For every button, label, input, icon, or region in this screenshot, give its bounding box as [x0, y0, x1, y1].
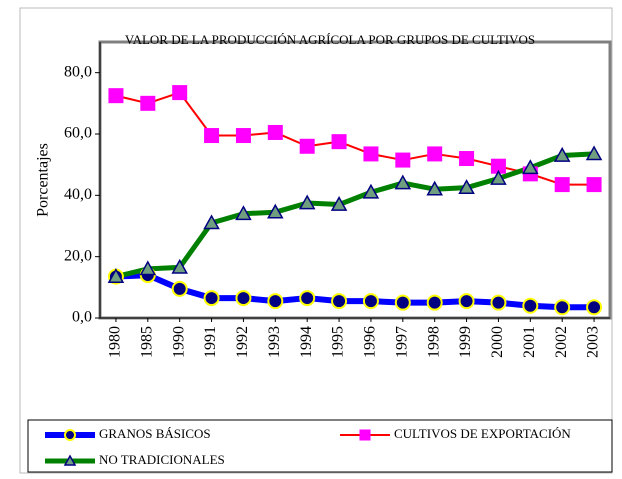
marker — [362, 183, 380, 199]
marker — [299, 138, 315, 154]
x-tick-label: 1998 — [425, 326, 442, 358]
marker — [267, 203, 284, 219]
marker — [298, 194, 316, 210]
legend-label: GRANOS BÁSICOS — [99, 426, 211, 441]
marker — [204, 128, 220, 144]
marker — [554, 299, 571, 316]
marker — [235, 290, 252, 307]
marker — [586, 177, 602, 193]
series-line — [115, 91, 595, 186]
marker — [553, 146, 571, 162]
x-tick-label: 1997 — [393, 326, 410, 358]
marker — [522, 159, 539, 175]
marker — [139, 260, 157, 276]
marker — [330, 195, 348, 211]
x-tick-label: 2002 — [553, 326, 570, 358]
x-tick-label: 1985 — [138, 326, 155, 358]
legend-label: CULTIVOS DE EXPORTACIÓN — [394, 426, 571, 441]
marker — [490, 294, 507, 311]
marker — [586, 299, 603, 316]
marker — [490, 169, 507, 185]
marker — [426, 294, 443, 311]
marker — [426, 180, 443, 196]
marker — [363, 146, 379, 162]
x-tick-label: 1994 — [298, 326, 315, 358]
marker — [585, 145, 603, 161]
y-axis-label: Porcentajes — [35, 143, 52, 217]
chart-title: VALOR DE LA PRODUCCIÓN AGRÍCOLA POR GRUP… — [124, 32, 536, 47]
marker — [235, 128, 251, 144]
x-tick-label: 1991 — [202, 326, 219, 358]
x-tick-label: 1995 — [330, 326, 347, 358]
x-tick-label: 2001 — [521, 326, 538, 358]
marker — [267, 124, 283, 140]
y-tick-label: 60,0 — [64, 125, 92, 142]
x-tick-label: 1990 — [170, 326, 187, 358]
marker — [172, 85, 188, 101]
marker — [107, 268, 125, 283]
series-line — [115, 151, 595, 280]
marker — [427, 146, 443, 162]
x-tick-label: 2000 — [489, 326, 506, 358]
marker — [64, 429, 76, 441]
series-line — [115, 272, 595, 311]
marker — [359, 429, 371, 441]
legend-label: NO TRADICIONALES — [99, 452, 225, 467]
marker — [299, 290, 316, 307]
marker — [394, 294, 411, 311]
marker — [522, 297, 539, 314]
marker — [362, 293, 379, 310]
marker — [108, 88, 124, 104]
marker — [458, 293, 475, 310]
marker — [235, 205, 252, 221]
marker — [395, 152, 411, 168]
marker — [459, 151, 475, 167]
x-tick-label: 2003 — [585, 326, 602, 358]
marker — [267, 293, 284, 310]
y-tick-label: 20,0 — [64, 247, 92, 264]
marker — [458, 179, 475, 195]
y-tick-label: 0,0 — [72, 309, 92, 326]
marker — [171, 280, 188, 297]
x-tick-label: 1996 — [362, 326, 379, 358]
x-tick-label: 1980 — [107, 326, 124, 358]
marker — [331, 134, 347, 150]
marker — [171, 258, 188, 274]
x-tick-label: 1992 — [234, 326, 251, 358]
x-tick-label: 1993 — [266, 326, 283, 358]
chart-frame — [19, 7, 613, 474]
x-tick-label: 1999 — [457, 326, 474, 358]
y-tick-label: 40,0 — [64, 186, 92, 203]
marker — [63, 454, 77, 466]
marker — [394, 174, 412, 190]
marker — [140, 95, 156, 111]
legend-box — [27, 419, 613, 473]
marker — [331, 293, 348, 310]
y-tick-label: 80,0 — [64, 63, 92, 80]
marker — [203, 290, 220, 307]
marker — [203, 214, 220, 230]
marker — [554, 177, 570, 193]
